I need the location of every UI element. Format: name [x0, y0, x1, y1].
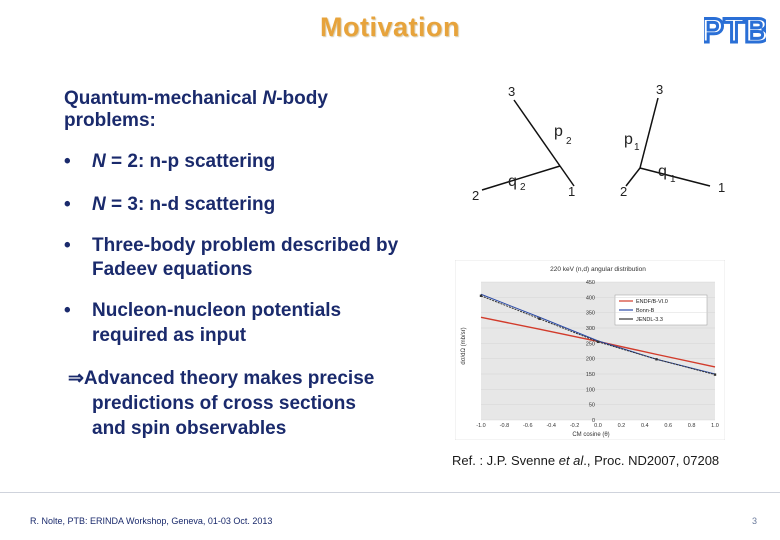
- bullet-line1: Nucleon-nucleon potentials: [92, 300, 342, 321]
- reference: Ref. : J.P. Svenne et al., Proc. ND2007,…: [452, 453, 719, 468]
- momentum-subscript: 1: [634, 142, 640, 153]
- x-tick-label: 0.4: [641, 423, 649, 429]
- conclusion-line1: Advanced theory makes precise: [83, 368, 375, 389]
- series-marker: [713, 373, 717, 376]
- legend-label: ENDF/B-VI.0: [636, 299, 668, 305]
- bullet-nd: • N = 3: n-d scattering: [64, 194, 276, 215]
- series-marker: [479, 294, 483, 297]
- footer-divider: [0, 492, 780, 493]
- particle-label: 3: [508, 84, 515, 99]
- particle-label: 2: [620, 184, 627, 199]
- bullet-three-body: • Three-body problem described by: [64, 235, 399, 256]
- plot-area: 0 50 100 150 200 250 300 350 400 450 -1.0 -0.8 -0.6 -…: [476, 280, 719, 429]
- bullet-line1: Three-body problem described by: [92, 235, 399, 256]
- x-tick-label: -0.4: [546, 423, 555, 429]
- y-axis-label: dσ/dΩ (mb/sr): [461, 327, 467, 364]
- intro-prefix: Quantum-mechanical: [64, 88, 263, 109]
- legend: ENDF/B-VI.0 Bonn-B JENDL-3.3: [619, 299, 668, 323]
- y-tick-label: 100: [586, 387, 595, 393]
- x-tick-label: -1.0: [476, 423, 485, 429]
- momentum-label: q: [658, 163, 667, 180]
- y-tick-label: 150: [586, 372, 595, 378]
- y-tick-label: 250: [586, 341, 595, 347]
- logo-text: PTB: [704, 12, 766, 48]
- slide-title: Motivation: [320, 12, 460, 42]
- intro-italic: N: [262, 88, 277, 109]
- bullet-np: • N = 2: n-p scattering: [64, 151, 276, 172]
- implies-icon: ⇒: [68, 368, 84, 389]
- particle-label: 1: [718, 180, 725, 195]
- momentum-label: q: [508, 173, 517, 190]
- particle-label: 2: [472, 188, 479, 203]
- series-marker: [538, 317, 541, 320]
- bullet-three-body-cont: Fadeev equations: [92, 259, 253, 280]
- bullet-text: = 3: n-d scattering: [105, 194, 276, 215]
- y-tick-label: 300: [586, 326, 595, 332]
- ptb-logo: PTB: [704, 12, 766, 48]
- bullet-nn-potentials: • Nucleon-nucleon potentials: [64, 300, 342, 321]
- scattering-diagram: 3 p 2 q 2 2 1 3 p 1 q 1 2 1: [472, 82, 725, 203]
- diagram-right: [625, 97, 711, 187]
- series-marker: [655, 358, 658, 361]
- momentum-subscript: 2: [520, 182, 526, 193]
- y-tick-label: 0: [592, 418, 595, 424]
- x-tick-label: 0.8: [688, 423, 696, 429]
- bullet-italic: N: [92, 194, 106, 215]
- x-axis-label: CM cosine (θ): [572, 432, 609, 438]
- momentum-label: p: [624, 131, 633, 148]
- x-tick-label: -0.8: [500, 423, 509, 429]
- y-tick-label: 350: [586, 311, 595, 317]
- intro-text: Quantum-mechanical N-body problems:: [64, 88, 328, 132]
- chart-title: 220 keV (n,d) angular distribution: [550, 266, 646, 273]
- y-tick-label: 50: [589, 403, 595, 409]
- reference-italic: et al: [558, 453, 584, 468]
- y-tick-label: 400: [586, 295, 595, 301]
- intro-line2: problems:: [64, 110, 156, 131]
- particle-label: 1: [568, 184, 575, 199]
- particle-label: 3: [656, 82, 663, 97]
- intro-suffix: -body: [276, 88, 328, 109]
- momentum-subscript: 1: [670, 174, 676, 185]
- y-tick-label: 450: [586, 280, 595, 286]
- reference-prefix: Ref. : J.P. Svenne: [452, 453, 559, 468]
- x-tick-label: 0.6: [664, 423, 672, 429]
- diagram-left: [481, 99, 575, 191]
- bullet-nn-potentials-cont: required as input: [92, 325, 247, 346]
- series-marker: [596, 340, 600, 343]
- legend-label: JENDL-3.3: [636, 317, 663, 323]
- conclusion-line3: and spin observables: [92, 418, 287, 439]
- y-tick-label: 200: [586, 357, 595, 363]
- momentum-label: p: [554, 123, 563, 140]
- x-tick-label: -0.6: [523, 423, 532, 429]
- reference-suffix: ., Proc. ND2007, 07208: [583, 453, 720, 468]
- page-number: 3: [752, 516, 758, 526]
- legend-label: Bonn-B: [636, 308, 655, 314]
- bullet-italic: N: [92, 151, 106, 172]
- x-tick-label: -0.2: [570, 423, 579, 429]
- x-tick-label: 0.0: [594, 423, 602, 429]
- bullet-text: = 2: n-p scattering: [105, 151, 276, 172]
- footer-text: R. Nolte, PTB: ERINDA Workshop, Geneva, …: [30, 516, 273, 526]
- x-tick-label: 0.2: [618, 423, 626, 429]
- conclusion: ⇒Advanced theory makes precise: [68, 368, 374, 390]
- conclusion-line2: predictions of cross sections: [92, 393, 356, 414]
- momentum-subscript: 2: [566, 136, 572, 147]
- angular-distribution-chart: 220 keV (n,d) angular distribution 0 50 10…: [455, 260, 725, 440]
- x-tick-label: 1.0: [711, 423, 719, 429]
